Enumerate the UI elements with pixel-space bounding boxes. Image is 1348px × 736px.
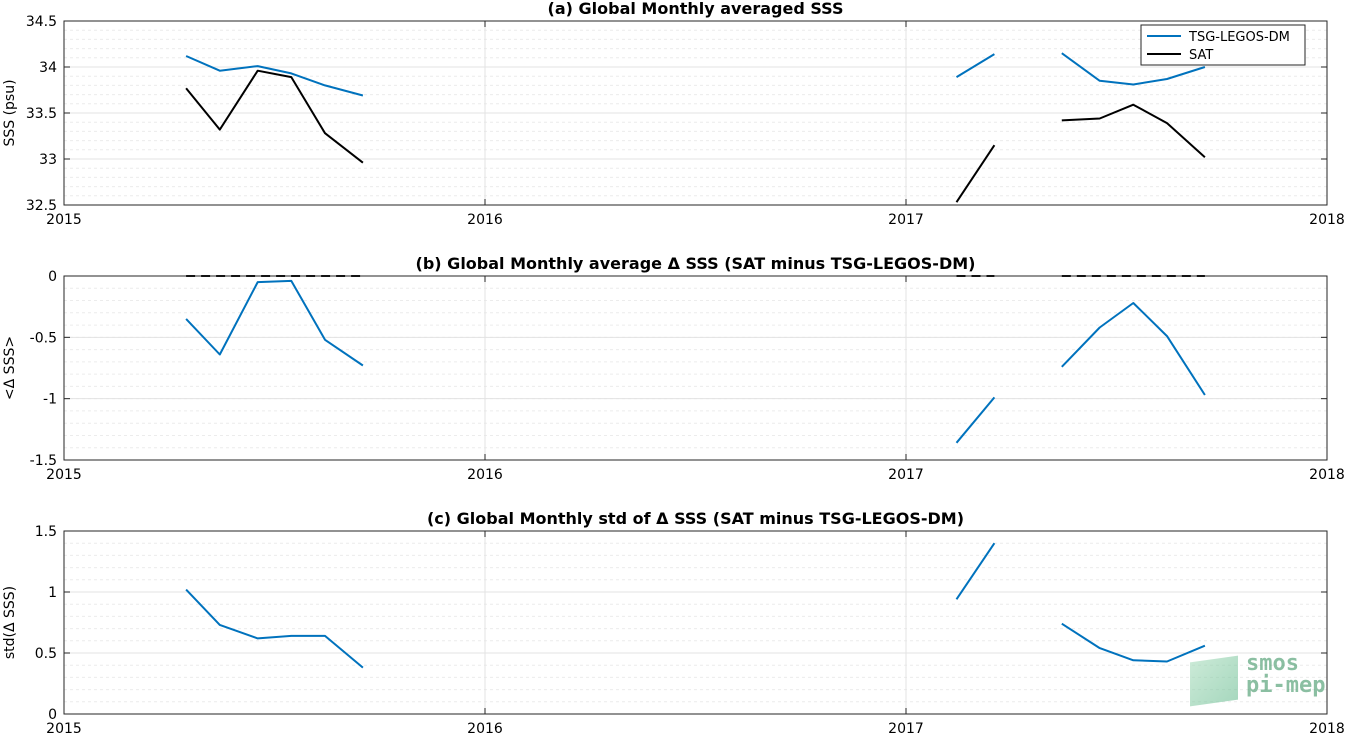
watermark-text-1: smos — [1246, 651, 1299, 676]
y-tick-label: 0 — [48, 707, 57, 723]
legend-label: SAT — [1189, 48, 1213, 63]
chart-title: (a) Global Monthly averaged SSS — [548, 0, 844, 18]
plot-area — [64, 276, 1327, 460]
y-tick-label: -1 — [43, 392, 57, 408]
x-tick-label: 2015 — [46, 467, 82, 483]
y-tick-label: -1.5 — [30, 453, 57, 469]
y-axis-label: std(Δ SSS) — [2, 586, 18, 659]
x-tick-label: 2016 — [467, 467, 503, 483]
legend-label: TSG-LEGOS-DM — [1188, 30, 1290, 45]
series-line-0-segment — [185, 588, 364, 669]
y-tick-label: 0 — [48, 269, 57, 285]
x-tick-label: 2016 — [467, 212, 503, 228]
series-tsg-legos-dm-segment — [955, 53, 995, 78]
x-tick-label: 2018 — [1309, 212, 1345, 228]
plot-area — [64, 531, 1327, 714]
series-sat-segment — [1061, 103, 1206, 158]
axes-box — [63, 530, 1328, 715]
series-sat-segment — [185, 69, 364, 164]
panel-2: 2015 2016 2017 2018 0 -0.5 -1 -1.5 (b) Global Mo… — [2, 254, 1345, 483]
series-line-0-segment — [1061, 622, 1206, 663]
watermark-logo: smos pi-mep — [1190, 651, 1330, 707]
watermark-logo-graphic — [1190, 655, 1238, 707]
x-tick-label: 2015 — [46, 721, 82, 736]
chart-title: (c) Global Monthly std of Δ SSS (SAT min… — [427, 509, 964, 528]
y-tick-label: 1.5 — [35, 524, 57, 540]
watermark-text-2: pi-mep — [1246, 673, 1326, 698]
y-tick-label: 1 — [48, 585, 57, 601]
panel-1: 2015 2016 2017 2018 34.5 34 33.5 33 32.5 (a) Glob… — [2, 0, 1345, 228]
y-tick-label: -0.5 — [30, 330, 57, 346]
series-tsg-legos-dm-segment — [185, 55, 364, 97]
y-tick-label: 33.5 — [26, 106, 57, 122]
series-line-0-segment — [955, 396, 996, 444]
y-tick-label: 34 — [39, 60, 57, 76]
series-line-0-segment — [955, 542, 996, 600]
series-line-0-segment — [1061, 302, 1206, 396]
panel-3: 2015 2016 2017 2018 1.5 1 0.5 0 (c) Global Month… — [2, 509, 1345, 736]
y-tick-label: 0.5 — [35, 646, 57, 662]
x-tick-label: 2016 — [467, 721, 503, 736]
y-axis-label: <Δ SSS> — [2, 336, 18, 400]
x-tick-label: 2018 — [1309, 721, 1345, 736]
x-tick-label: 2018 — [1309, 467, 1345, 483]
y-tick-label: 33 — [39, 152, 57, 168]
series-line-0-segment — [185, 279, 364, 367]
series-sat-segment — [955, 144, 996, 203]
y-tick-label: 32.5 — [26, 198, 57, 214]
legend-box — [1140, 24, 1306, 66]
axes-box — [63, 275, 1328, 461]
x-tick-label: 2017 — [888, 467, 924, 483]
x-tick-label: 2015 — [46, 212, 82, 228]
y-axis-label: SSS (psu) — [2, 79, 18, 146]
series-tsg-legos-dm-segment — [1061, 52, 1206, 86]
x-tick-label: 2017 — [888, 721, 924, 736]
y-tick-label: 34.5 — [26, 14, 57, 30]
x-tick-label: 2017 — [888, 212, 924, 228]
chart-title: (b) Global Monthly average Δ SSS (SAT mi… — [416, 254, 976, 273]
